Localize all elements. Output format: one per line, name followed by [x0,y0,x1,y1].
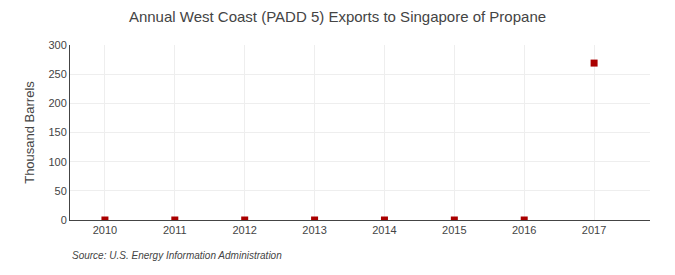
svg-text:2012: 2012 [232,224,256,236]
svg-text:2011: 2011 [163,224,187,236]
svg-text:250: 250 [48,68,66,80]
svg-text:150: 150 [48,126,66,138]
svg-text:2013: 2013 [302,224,326,236]
svg-text:2016: 2016 [512,224,536,236]
svg-text:100: 100 [48,156,66,168]
svg-text:Thousand Barrels: Thousand Barrels [22,81,37,184]
svg-text:Source: U.S. Energy Informatio: Source: U.S. Energy Information Administ… [72,250,282,261]
svg-text:50: 50 [55,185,67,197]
svg-text:0: 0 [61,214,67,226]
svg-text:2014: 2014 [372,224,396,236]
svg-text:Annual West Coast (PADD 5) Exp: Annual West Coast (PADD 5) Exports to Si… [129,8,546,25]
svg-text:2015: 2015 [442,224,466,236]
svg-text:200: 200 [48,97,66,109]
svg-text:2017: 2017 [582,224,606,236]
svg-text:300: 300 [48,39,66,51]
svg-text:2010: 2010 [93,224,117,236]
